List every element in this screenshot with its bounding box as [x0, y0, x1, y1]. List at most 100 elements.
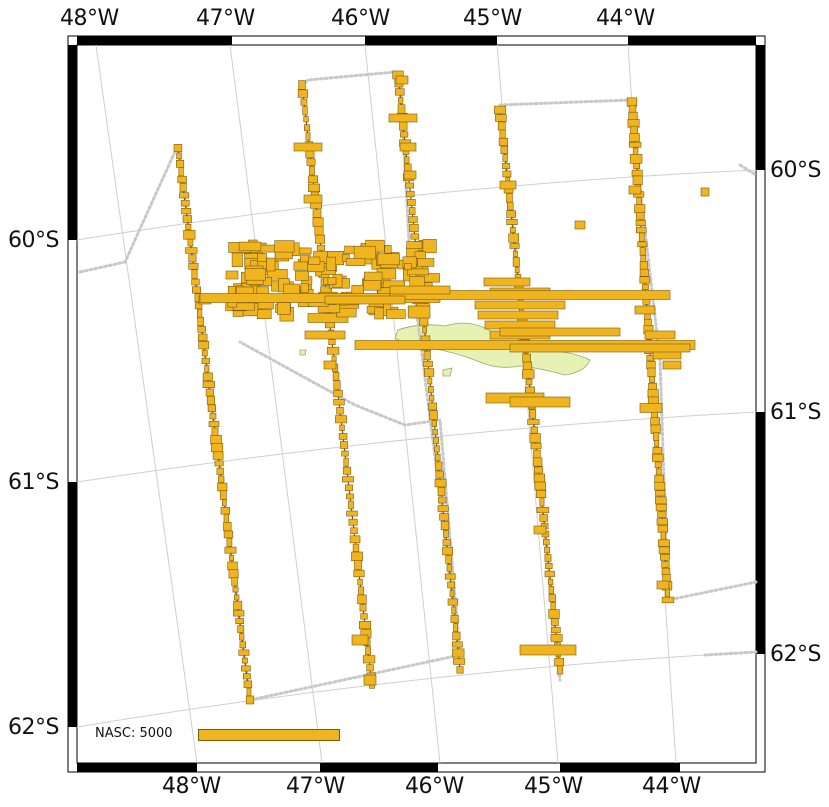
- nasc-bar: [497, 121, 506, 131]
- nasc-bar: [519, 644, 577, 656]
- nasc-bar: [305, 132, 311, 141]
- nasc-bar: [179, 192, 190, 199]
- nasc-bar: [539, 497, 545, 507]
- nasc-bar: [423, 350, 431, 361]
- nasc-bar: [509, 227, 516, 233]
- nasc-bar: [314, 225, 324, 236]
- nasc-bar: [303, 116, 309, 123]
- nasc-bar: [544, 546, 550, 554]
- lon-label-top-48w: 48°W: [60, 6, 119, 31]
- nasc-bar: [514, 267, 520, 273]
- nasc-bar: [308, 183, 320, 192]
- nasc-bar: [336, 407, 344, 415]
- nasc-bar: [357, 578, 363, 586]
- nasc-bar: [639, 403, 663, 413]
- nasc-bars: [173, 70, 710, 705]
- nasc-bar: [333, 380, 341, 390]
- nasc-bar: [548, 609, 560, 619]
- nasc-bar: [246, 687, 252, 697]
- nasc-bar: [297, 89, 309, 98]
- nasc-bar: [506, 201, 514, 211]
- nasc-bar: [389, 285, 451, 295]
- nasc-bar: [237, 625, 245, 633]
- nasc-bar: [293, 261, 308, 271]
- nasc-bar: [656, 518, 668, 526]
- nasc-bar: [550, 634, 563, 642]
- nasc-bar: [446, 564, 453, 572]
- lat-label-right-61s: 61°S: [770, 400, 821, 425]
- nasc-bar: [201, 349, 208, 357]
- nasc-bar: [185, 247, 198, 254]
- lon-label-top-45w: 45°W: [463, 6, 522, 31]
- nasc-bar: [173, 144, 183, 152]
- nasc-bar: [408, 207, 416, 215]
- nasc-bar: [222, 499, 227, 507]
- nasc-bar: [657, 539, 670, 547]
- nasc-bar: [660, 531, 667, 541]
- nasc-bar: [343, 457, 349, 467]
- nasc-bar: [657, 511, 667, 518]
- nasc-bar: [442, 539, 451, 546]
- lon-label-bottom-45w: 45°W: [524, 774, 583, 799]
- nasc-bar: [417, 258, 435, 267]
- legend-label: NASC: 5000: [95, 726, 173, 741]
- nasc-bar: [351, 551, 363, 562]
- nasc-bar: [389, 290, 671, 300]
- nasc-bar: [342, 476, 354, 483]
- nasc-bar: [456, 666, 464, 674]
- nasc-bar: [191, 278, 200, 286]
- nasc-bar: [443, 530, 449, 538]
- nasc-bar: [176, 152, 182, 160]
- nasc-bar: [432, 428, 438, 436]
- nasc-bar: [525, 378, 533, 386]
- nasc-bar: [431, 419, 437, 427]
- nasc-bar: [245, 695, 255, 705]
- nasc-bar: [495, 114, 507, 122]
- nasc-bar: [447, 581, 456, 589]
- nasc-bar: [533, 449, 541, 459]
- nasc-bar: [188, 254, 197, 263]
- nasc-bar: [548, 594, 556, 602]
- lat-label-left-62s: 62°S: [8, 715, 59, 740]
- nasc-bar: [533, 466, 544, 474]
- nasc-bar: [628, 105, 637, 114]
- nasc-bar: [362, 655, 376, 664]
- nasc-bar: [352, 543, 360, 552]
- nasc-bar: [419, 316, 429, 327]
- nasc-bar: [197, 308, 203, 319]
- nasc-bar: [266, 257, 276, 272]
- nasc-bar: [422, 326, 427, 334]
- nasc-bar: [435, 470, 444, 479]
- nasc-bar: [550, 618, 559, 626]
- nasc-bar: [185, 224, 192, 230]
- nasc-bar: [357, 594, 367, 605]
- nasc-bar: [316, 244, 326, 251]
- nasc-bar: [223, 530, 234, 539]
- nasc-bar: [656, 580, 670, 590]
- nasc-bar: [444, 573, 456, 580]
- nasc-bar: [227, 561, 238, 571]
- nasc-bar: [223, 513, 229, 524]
- nasc-bar: [326, 256, 337, 271]
- nasc-bar: [348, 500, 354, 510]
- nasc-bar: [434, 478, 447, 488]
- lon-label-bottom-44w: 44°W: [642, 774, 701, 799]
- nasc-bar: [410, 233, 420, 240]
- nasc-bar: [533, 525, 547, 535]
- nasc-bar: [405, 182, 414, 189]
- nasc-bar: [629, 133, 640, 142]
- nasc-bar: [635, 226, 647, 234]
- nasc-bar: [628, 111, 638, 121]
- nasc-bar: [427, 385, 434, 393]
- nasc-bar: [660, 553, 670, 561]
- nasc-bar: [429, 394, 435, 402]
- nasc-bar: [648, 382, 657, 391]
- nasc-bar: [188, 262, 199, 270]
- lon-label-bottom-46w: 46°W: [405, 774, 464, 799]
- nasc-bar: [243, 673, 251, 680]
- nasc-bar: [403, 170, 417, 180]
- nasc-bar: [298, 247, 312, 255]
- nasc-bar: [635, 212, 645, 220]
- nasc-bar: [257, 253, 267, 262]
- nasc-bar: [404, 262, 412, 271]
